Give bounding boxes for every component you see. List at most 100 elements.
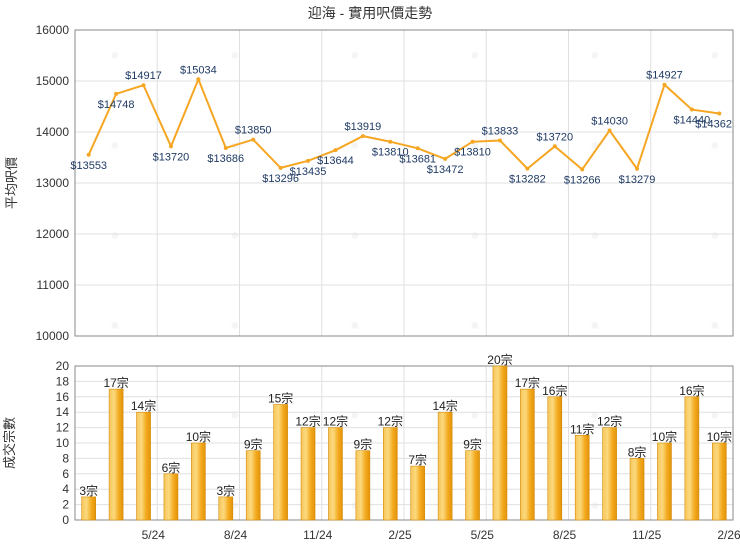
volume-bar xyxy=(602,427,617,521)
price-point-label: $14030 xyxy=(591,115,628,127)
watermark-mark: ● xyxy=(350,227,360,244)
volume-bar xyxy=(492,365,508,521)
watermark-mark: ● xyxy=(710,137,720,154)
volume-bar xyxy=(684,396,700,521)
volume-bar xyxy=(547,396,563,521)
price-point-label: $14362 xyxy=(695,119,732,131)
volume-y-tick-label: 4 xyxy=(62,482,69,496)
volume-bar-label: 11宗 xyxy=(570,421,594,436)
price-point xyxy=(635,166,640,171)
chart-title: 迎海 - 實用呎價走勢 xyxy=(308,5,432,21)
volume-bar-label: 17宗 xyxy=(515,375,540,390)
volume-x-axis: 5/24 8/24 11/24 2/25 5/25 8/25 11/25 2/26 xyxy=(142,528,740,542)
watermark-mark: ● xyxy=(110,137,120,154)
price-point xyxy=(580,167,585,172)
volume-bar-label: 20宗 xyxy=(487,352,512,367)
volume-bar xyxy=(273,404,288,521)
price-point xyxy=(141,83,146,88)
volume-bar-label: 3宗 xyxy=(216,483,235,498)
price-point xyxy=(196,77,201,82)
volume-bar-label: 17宗 xyxy=(103,375,128,390)
price-point xyxy=(443,156,448,161)
x-tick-label: 11/25 xyxy=(632,528,661,542)
price-point xyxy=(415,146,420,151)
volume-bar xyxy=(108,388,124,521)
watermark-mark: ● xyxy=(230,407,240,424)
price-point-label: $13266 xyxy=(564,174,601,186)
volume-bar-label: 14宗 xyxy=(432,398,457,413)
volume-bar xyxy=(465,450,480,521)
volume-y-tick-label: 18 xyxy=(56,374,70,388)
volume-bar xyxy=(218,496,234,521)
volume-bar-label: 16宗 xyxy=(679,383,704,398)
price-series-line xyxy=(87,76,720,171)
volume-bar-label: 12宗 xyxy=(295,414,320,429)
volume-bar xyxy=(711,442,727,521)
watermark-mark: ● xyxy=(230,317,240,334)
watermark-mark: ● xyxy=(110,317,120,334)
price-point xyxy=(607,128,612,133)
price-point-label: $14917 xyxy=(125,70,162,82)
volume-bar-label: 9宗 xyxy=(354,437,373,452)
volume-bar-label: 12宗 xyxy=(597,414,622,429)
price-point-label: $13296 xyxy=(262,173,299,185)
volume-bar-label: 14宗 xyxy=(131,398,156,413)
x-tick-label: 5/24 xyxy=(142,528,166,542)
price-y-axis: 10000 11000 12000 13000 14000 15000 16000 xyxy=(36,23,70,343)
volume-bar xyxy=(245,450,261,521)
price-y-tick-label: 15000 xyxy=(36,74,70,88)
volume-bar xyxy=(520,388,535,521)
price-y-tick-label: 10000 xyxy=(36,329,70,343)
watermark-mark: ● xyxy=(710,47,720,64)
price-plot-frame xyxy=(74,29,734,337)
price-point-label: $15034 xyxy=(180,64,217,76)
price-point-label: $13681 xyxy=(399,153,436,165)
watermark-mark: ● xyxy=(230,497,240,514)
volume-bar-label: 12宗 xyxy=(378,414,403,429)
price-point xyxy=(388,139,393,144)
price-point-labels: $13553 $14748 $14917 $13720 $15034 $13686 $138… xyxy=(70,64,732,186)
price-point xyxy=(223,146,228,151)
watermark-mark: ● xyxy=(470,137,480,154)
volume-bar-label: 6宗 xyxy=(162,460,181,475)
volume-bar xyxy=(437,411,453,521)
volume-y-tick-label: 6 xyxy=(62,467,69,481)
volume-bar xyxy=(300,427,316,521)
price-point xyxy=(717,111,722,116)
watermark-mark: ● xyxy=(230,227,240,244)
watermark-mark: ● xyxy=(110,227,120,244)
watermark-mark: ● xyxy=(710,317,720,334)
x-tick-label: 2/26 xyxy=(717,528,740,542)
watermark-mark: ● xyxy=(350,407,360,424)
volume-bar-label: 10宗 xyxy=(186,429,211,444)
watermark-mark: ● xyxy=(110,47,120,64)
price-point xyxy=(306,158,311,163)
price-point xyxy=(360,134,365,139)
volume-bar xyxy=(81,496,97,521)
x-tick-label: 2/25 xyxy=(388,528,412,542)
price-point-label: $13553 xyxy=(70,160,107,172)
price-point xyxy=(662,82,667,87)
watermark-mark: ● xyxy=(590,47,600,64)
volume-bar xyxy=(136,411,151,521)
price-point-label: $14748 xyxy=(98,99,135,111)
volume-y-tick-label: 0 xyxy=(62,513,69,527)
price-y-tick-label: 12000 xyxy=(36,227,70,241)
x-tick-label: 8/24 xyxy=(224,528,248,542)
price-point-label: $13282 xyxy=(509,174,546,186)
x-tick-label: 5/25 xyxy=(471,528,495,542)
watermark-mark: ● xyxy=(350,137,360,154)
volume-plot-frame xyxy=(74,365,734,521)
watermark-mark: ● xyxy=(710,407,720,424)
price-point-label: $13720 xyxy=(536,131,573,143)
price-y-tick-label: 14000 xyxy=(36,125,70,139)
volume-y-tick-label: 2 xyxy=(62,498,69,512)
price-point xyxy=(689,107,694,112)
volume-bar-label: 9宗 xyxy=(244,437,263,452)
watermark-mark: ● xyxy=(590,317,600,334)
watermark-mark: ● xyxy=(470,317,480,334)
volume-bar-label: 9宗 xyxy=(463,437,482,452)
volume-bar xyxy=(410,465,426,521)
price-point-label: $14440 xyxy=(674,115,711,127)
